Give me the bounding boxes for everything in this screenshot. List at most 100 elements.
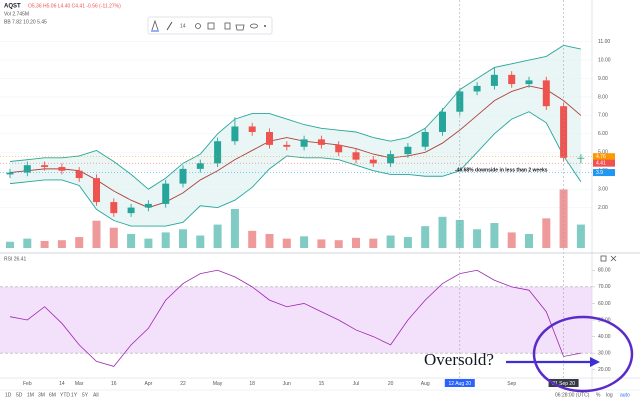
template-tool[interactable] [207,22,215,30]
pane-close[interactable] [610,255,617,262]
candle-body [369,159,377,164]
candle-body [300,139,308,147]
footer-log[interactable]: log [606,392,613,398]
visibility-tool[interactable] [250,23,258,29]
x-tick-label: 22 [180,381,186,387]
volume-bar [75,237,84,248]
font-size[interactable]: 14 [180,23,186,29]
x-tick-label: 15 [319,381,325,387]
volume-bar [127,233,136,248]
range-button[interactable]: 1D [5,392,12,398]
candle-body [75,170,83,179]
candle-body [404,146,412,155]
plot: 2.003.004.005.006.007.008.009.0010.0011.… [0,0,615,387]
rsi-tick-label: 70.00 [598,284,611,290]
candle-body [23,165,31,173]
volume-bar [386,235,395,248]
pane-maximize[interactable] [600,255,607,262]
volume-bar [559,189,568,248]
range-button[interactable]: 6M [49,392,56,398]
candle-body [162,183,170,204]
y-tick-label: 3.00 [598,186,608,192]
candle-body [352,152,360,160]
price-tag-label: 3.9 [596,170,603,176]
volume-bar [144,238,153,248]
x-tick-label: Apr [145,381,153,387]
candle-body [110,202,118,214]
lock-tool[interactable] [224,22,231,30]
candle-body [490,74,498,86]
volume-bar [317,239,326,248]
range-button[interactable]: All [93,392,99,398]
candle-body [214,141,222,164]
x-tick-label: Jun [283,381,291,387]
volume-bar [248,230,257,248]
candle-body [58,167,66,171]
range-button[interactable]: 5Y [82,392,89,398]
volume-bar [576,224,585,248]
volume-bar [109,227,118,248]
symbol: AQST [4,4,21,10]
settings-tool[interactable] [195,23,201,29]
range-button[interactable]: 3M [38,392,45,398]
band-line [9,111,582,227]
time-tag [444,379,475,387]
range-button[interactable]: 5D [16,392,23,398]
price-tag-label: 4.76 [596,154,606,160]
x-tick-label: 14 [59,381,65,387]
range-button[interactable]: 1Y [71,392,78,398]
volume-bar [352,237,360,248]
volume-legend: Vol 2.745M [4,11,29,17]
volume-bar [542,218,551,248]
volume-bar [403,237,412,248]
volume-bar [369,238,378,248]
volume-bar [6,241,14,248]
text-tool[interactable] [151,19,159,31]
volume-bar [473,229,482,248]
volume-bar [300,236,309,248]
footer-auto[interactable]: auto [620,392,630,398]
volume-bar [92,220,101,248]
candle-body [577,157,585,159]
toolbar: 14 [147,16,273,35]
footer-percent[interactable]: % [596,392,601,398]
y-tick-label: 9.00 [598,76,608,82]
x-tick-label: 20 [388,381,394,387]
x-tick-label: 18 [249,381,255,387]
volume-bar [438,216,447,248]
volume-bar [525,233,533,248]
candle-body [439,111,446,132]
y-tick-label: 10.00 [598,57,611,63]
band-line [9,44,581,190]
price-tag-label: 4.41 [596,160,606,166]
volume-bar [334,240,343,248]
band-fill [10,45,581,227]
rsi-tick-label: 60.00 [598,301,611,307]
more-tool[interactable] [264,25,266,27]
candle-body [196,163,204,169]
ohlc: O5.36 H5.06 L4.40 C4.41 -0.56 (-11.27%) [28,3,121,9]
volume-bar [421,226,430,248]
candle-body [144,203,152,208]
candle-body [93,178,100,203]
line-tool[interactable] [166,21,173,31]
volume-bar [265,233,274,248]
volume-bar [490,223,499,248]
volume-bar [213,224,222,248]
volume-bar [40,240,49,248]
price-tag [593,153,615,161]
volume-bar [179,229,187,248]
range-button[interactable]: YTD [60,392,70,398]
delete-tool[interactable] [235,24,245,31]
range-button[interactable]: 1M [27,392,34,398]
x-tick-label: 16 [111,381,117,387]
rsi-tick-label: 20.00 [598,367,611,373]
callout-arrowhead [590,357,600,367]
rsi-tick-label: 80.00 [598,268,611,274]
band-line [9,85,582,209]
volume-bar [230,209,239,248]
rsi-title: RSI 26.41 [4,256,26,262]
rsi-tick-label: 40.00 [598,334,611,340]
volume-bar [507,232,516,248]
